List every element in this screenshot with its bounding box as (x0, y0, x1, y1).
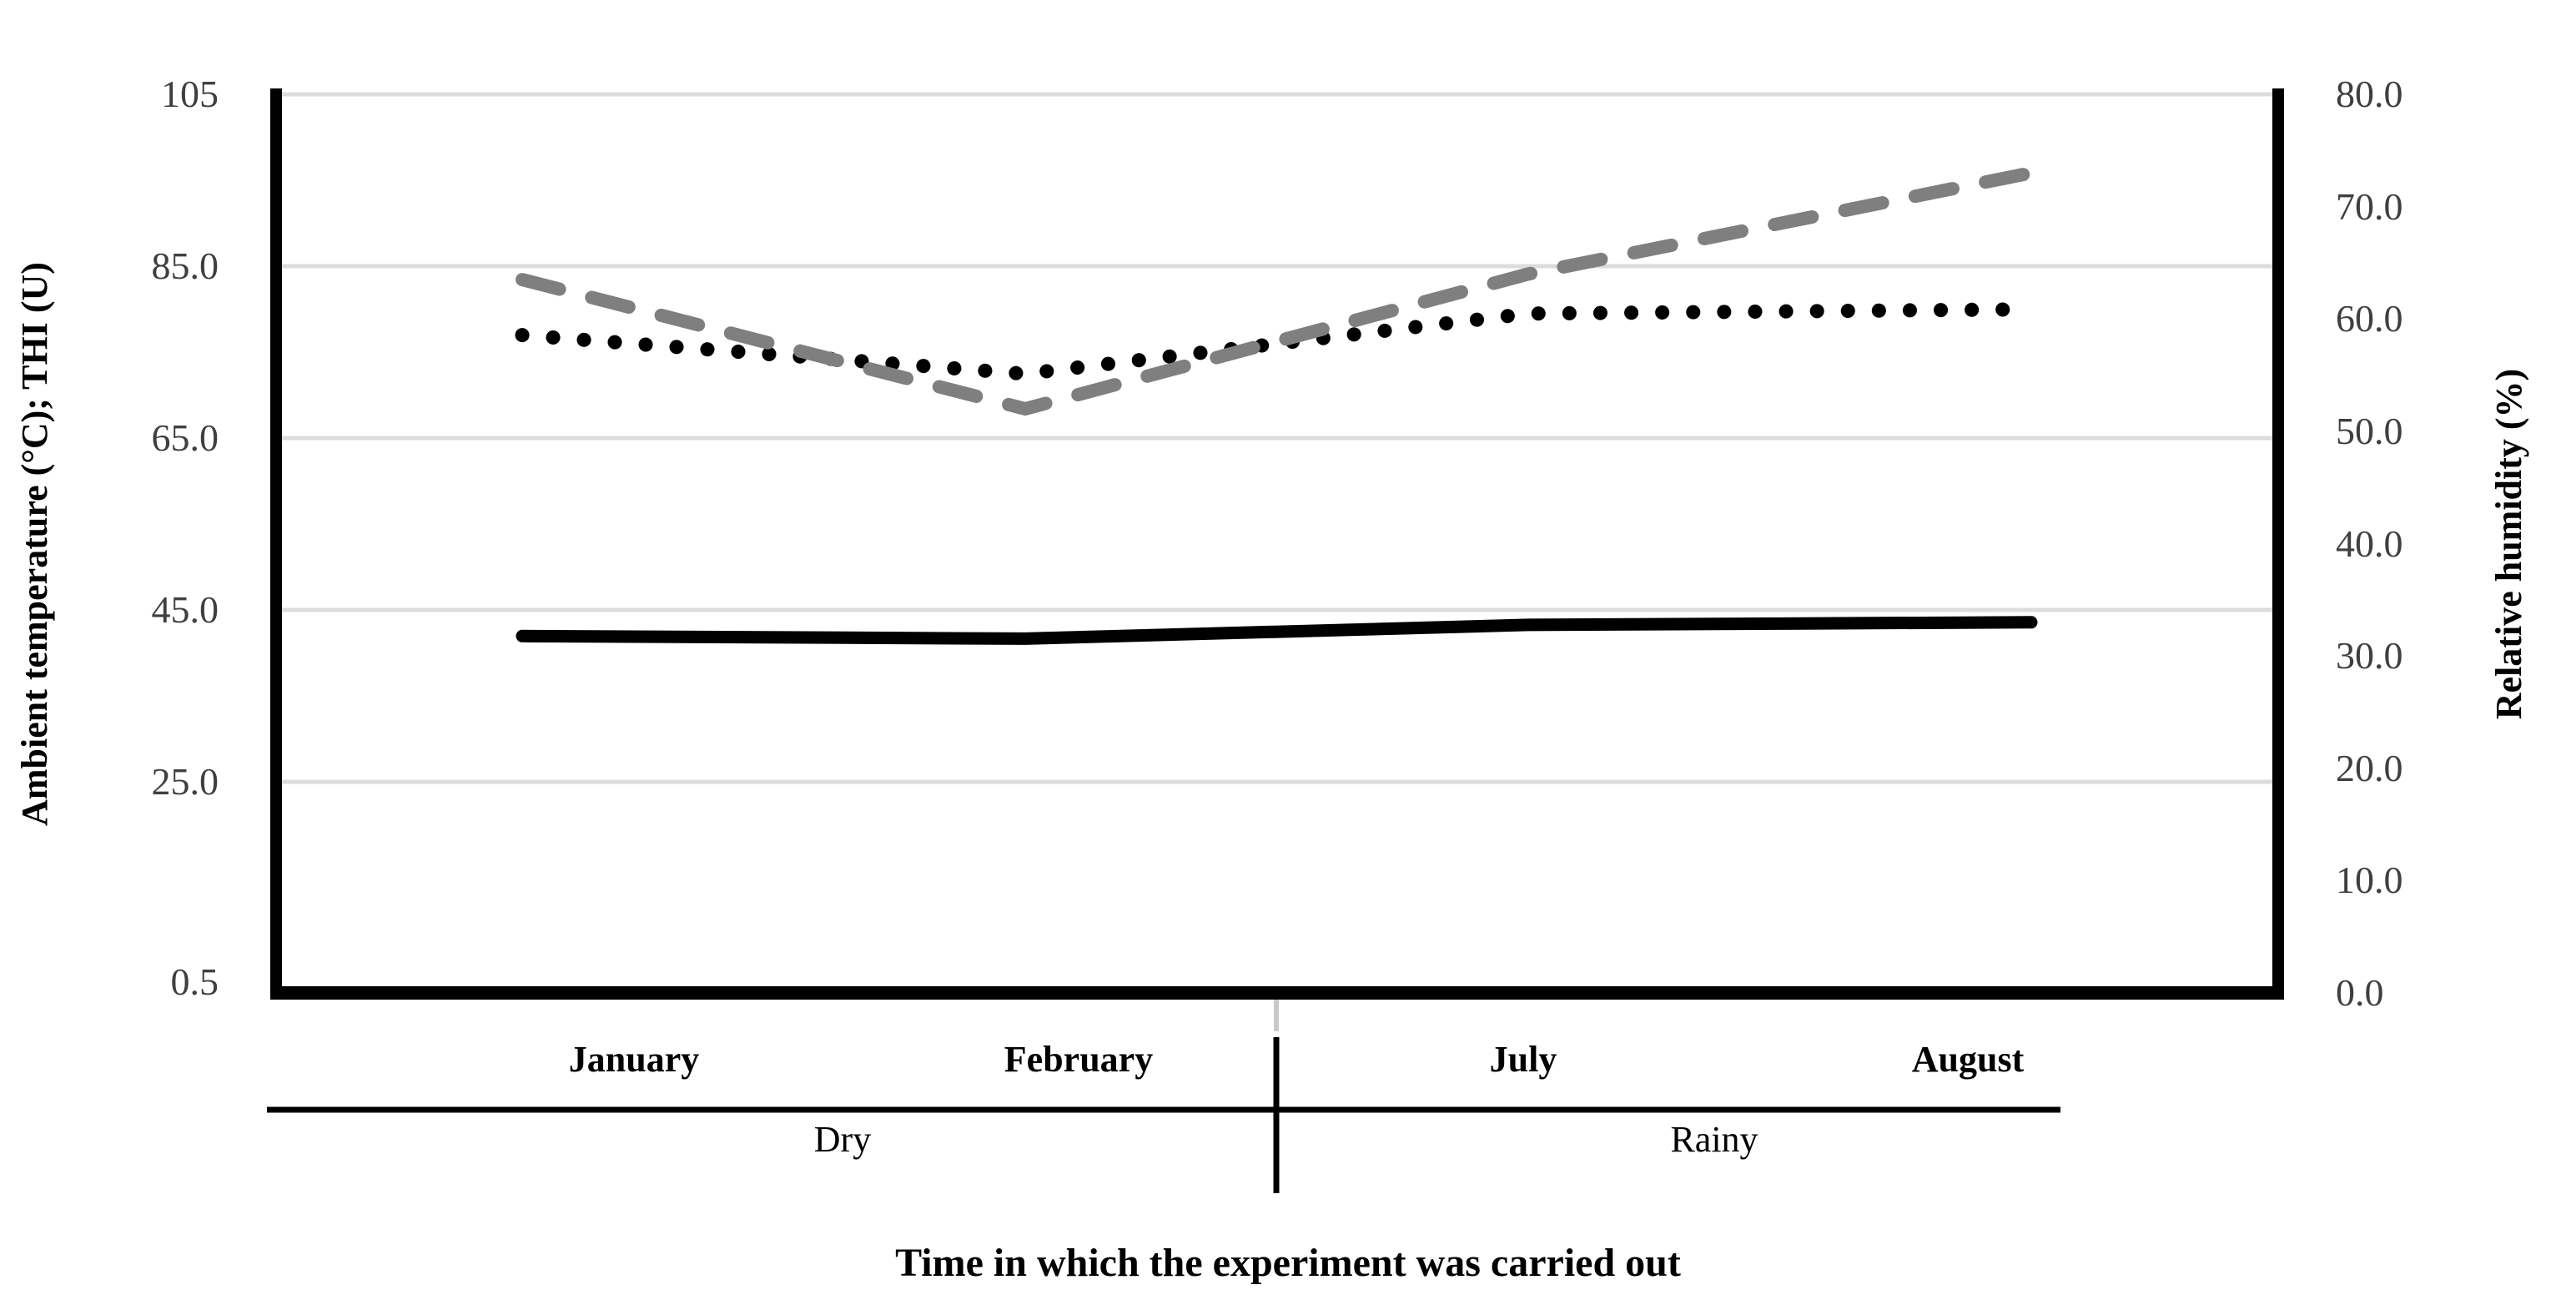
right-tick-30: 30.0 (2336, 634, 2403, 677)
left-axis-line (270, 88, 282, 1000)
left-axis-title: Ambient temperature (°C); THI (U) (14, 262, 55, 826)
right-axis-line (2272, 88, 2284, 1000)
season-label-rainy: Rainy (1670, 1119, 1758, 1160)
right-tick-80: 80.0 (2336, 73, 2403, 115)
month-label-august: August (1911, 1039, 2025, 1080)
left-tick-45: 45.0 (151, 588, 219, 631)
left-tick-105: 105 (161, 73, 219, 115)
season-label-dry: Dry (813, 1119, 872, 1160)
month-label-february: February (1004, 1039, 1154, 1080)
right-tick-0: 0.0 (2336, 971, 2384, 1014)
right-tick-60: 60.0 (2336, 297, 2403, 340)
month-label-july: July (1489, 1039, 1557, 1080)
right-tick-20: 20.0 (2336, 747, 2403, 789)
right-tick-10: 10.0 (2336, 859, 2403, 901)
gridlines (276, 92, 2278, 784)
right-tick-50: 50.0 (2336, 410, 2403, 452)
bottom-axis-line (270, 986, 2284, 1000)
left-tick-0-5: 0.5 (170, 960, 219, 1003)
left-tick-85: 85.0 (151, 244, 219, 287)
humidity-line (516, 166, 2038, 416)
right-tick-40: 40.0 (2336, 522, 2403, 565)
left-tick-65: 65.0 (151, 416, 219, 459)
month-label-january: January (568, 1039, 700, 1080)
right-tick-70: 70.0 (2336, 185, 2403, 228)
right-axis-title: Relative humidity (%) (2488, 368, 2529, 720)
thi-line (515, 302, 2039, 381)
series-lines (515, 166, 2039, 645)
temperature-line (516, 616, 2038, 645)
left-tick-25: 25.0 (151, 760, 219, 803)
x-axis-title: Time in which the experiment was carried… (895, 1241, 1681, 1285)
